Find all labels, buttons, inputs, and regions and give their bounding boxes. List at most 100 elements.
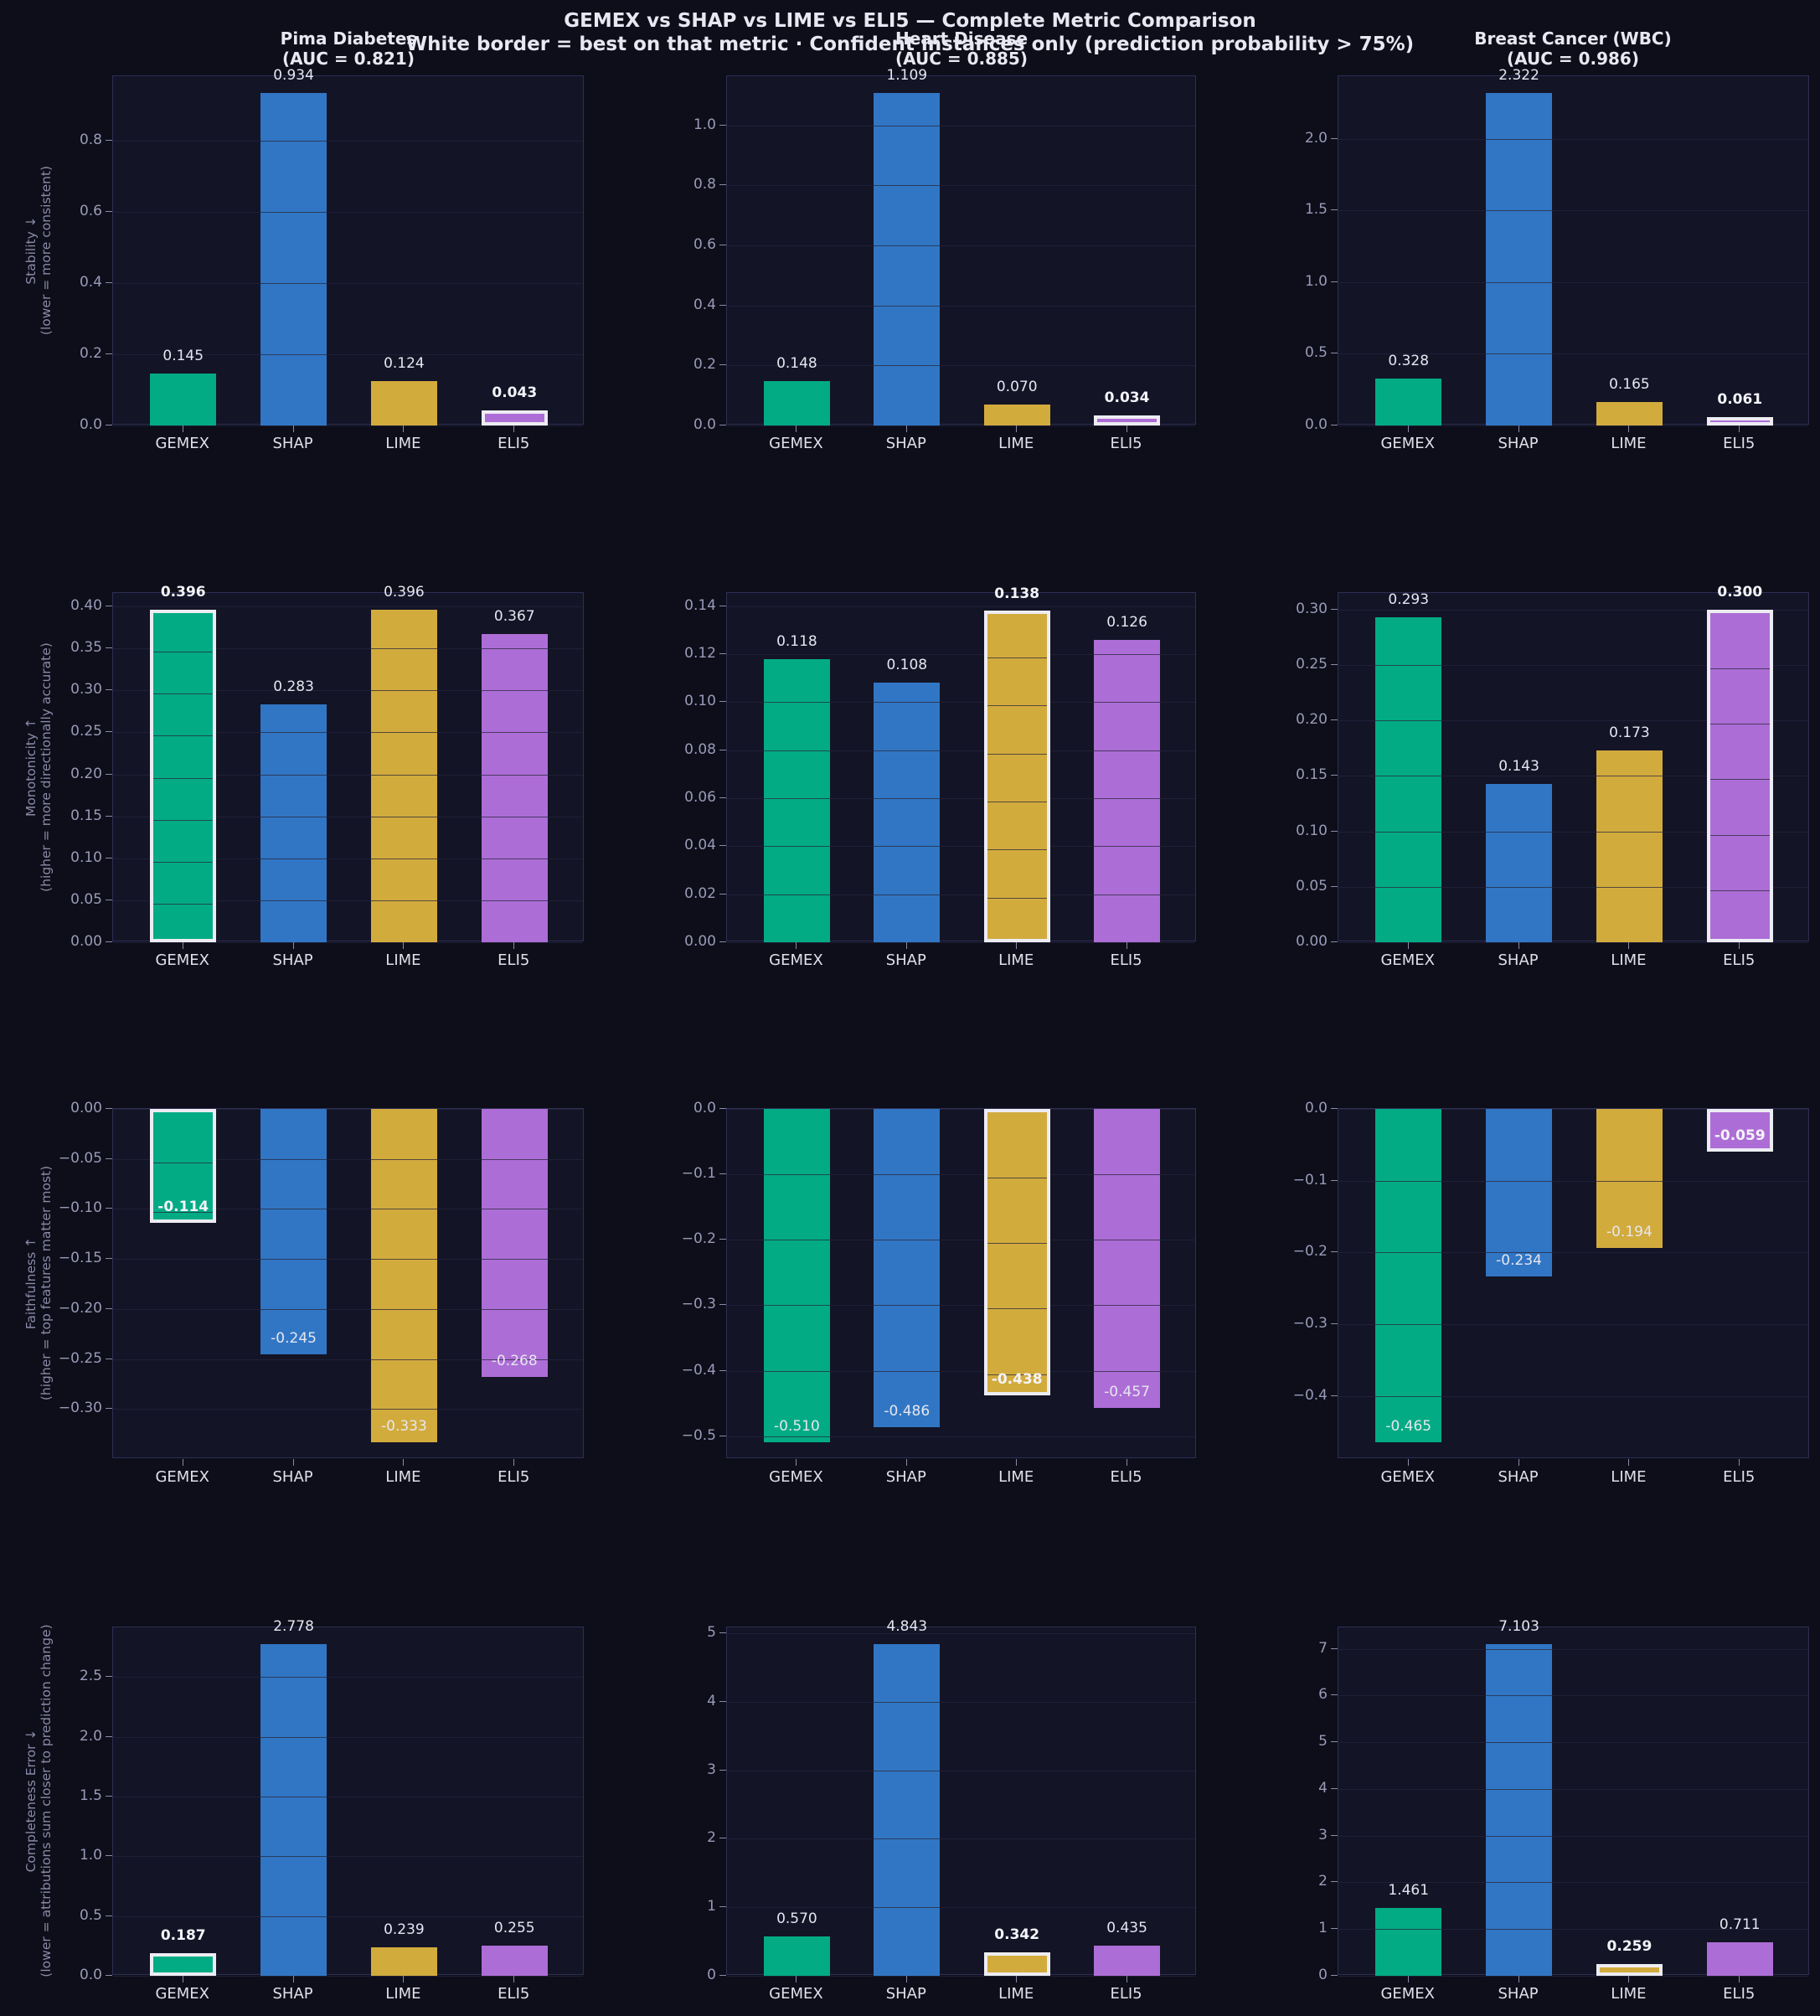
bar-gridline xyxy=(764,798,830,800)
gridline xyxy=(1338,1323,1808,1325)
x-tick-mark xyxy=(513,942,515,949)
bar-gridline xyxy=(370,648,437,650)
y-tick-mark xyxy=(1331,1251,1338,1253)
bar-gridline xyxy=(1709,779,1770,781)
gridline xyxy=(727,425,1195,426)
y-tick-label: 0.15 xyxy=(1296,766,1328,784)
y-tick-mark xyxy=(1331,281,1338,282)
bar-gridline xyxy=(260,1158,327,1160)
y-tick-mark xyxy=(719,1769,726,1771)
bar-gridline xyxy=(260,1856,327,1858)
bar-gridline xyxy=(370,900,437,901)
bar-shap xyxy=(260,1643,327,1976)
bar-gemex xyxy=(764,1109,830,1443)
bar-gridline xyxy=(260,1736,327,1738)
chart-axes: 0.328 2.322 0.165 0.061 xyxy=(1338,68,1809,426)
bar-value-label: 0.165 xyxy=(1609,375,1650,393)
metric-note: (lower = more consistent) xyxy=(39,165,54,335)
gridline xyxy=(113,140,583,142)
x-tick-mark xyxy=(905,942,907,949)
x-tick-label: ELI5 xyxy=(1723,951,1756,969)
y-tick-mark xyxy=(1331,1694,1338,1696)
bar-eli5 xyxy=(481,634,548,942)
bar-value-label: 0.300 xyxy=(1717,583,1763,601)
y-tick-mark xyxy=(1331,1323,1338,1324)
bar-shap xyxy=(1486,92,1553,425)
y-tick-label: 5 xyxy=(1318,1733,1328,1750)
y-tick-mark xyxy=(106,1158,112,1159)
y-tick-label: 1.5 xyxy=(79,1787,102,1805)
gridline xyxy=(727,1907,1195,1909)
bar-gridline xyxy=(764,1436,830,1437)
bar-gridline xyxy=(1094,702,1160,704)
y-tick-mark xyxy=(719,797,726,799)
x-tick-label: SHAP xyxy=(1498,435,1539,452)
x-tick-mark xyxy=(1407,1976,1409,1982)
gridline xyxy=(113,1109,583,1110)
bar-gridline xyxy=(987,1308,1047,1310)
bar-gridline xyxy=(764,1174,830,1176)
gridline xyxy=(113,1359,583,1360)
x-tick-label: GEMEX xyxy=(155,1985,209,2003)
bar-gridline xyxy=(153,819,214,821)
bar-lime xyxy=(983,1952,1050,1976)
bar-value-label: 0.118 xyxy=(776,632,817,650)
bar-gridline xyxy=(874,750,941,751)
y-tick-mark xyxy=(1331,1787,1338,1789)
y-tick-label: −0.3 xyxy=(681,1296,716,1313)
y-tick-label: −0.30 xyxy=(58,1400,102,1417)
x-tick-label: LIME xyxy=(1611,1985,1647,2003)
gridline xyxy=(113,774,583,776)
y-tick-label: 0.8 xyxy=(693,176,716,193)
bar-gemex xyxy=(1375,1907,1442,1976)
bar-gridline xyxy=(874,245,941,247)
bar-eli5 xyxy=(1094,415,1160,425)
bar-value-label: 0.259 xyxy=(1606,1937,1652,1955)
y-tick-label: 0.0 xyxy=(1304,416,1328,433)
bar-eli5 xyxy=(1094,639,1160,942)
bar-gridline xyxy=(260,140,327,142)
metric-name: Monotonicity ↑ xyxy=(23,717,39,817)
gridline xyxy=(1338,1648,1808,1650)
bar-gridline xyxy=(1486,353,1553,355)
bar-value-label: 0.283 xyxy=(273,678,314,696)
gridline xyxy=(113,211,583,213)
y-tick-mark xyxy=(719,1632,726,1633)
bar-gemex xyxy=(1375,1109,1442,1443)
bar-gridline xyxy=(260,774,327,776)
y-tick-label: 2.5 xyxy=(79,1668,102,1685)
y-tick-label: −0.20 xyxy=(58,1299,102,1317)
bar-gemex xyxy=(764,1936,830,1976)
x-tick-label: ELI5 xyxy=(1723,1468,1756,1486)
bar-value-label: 0.396 xyxy=(160,584,206,601)
y-tick-label: 0.06 xyxy=(684,789,716,807)
y-tick-label: 0.00 xyxy=(684,933,716,950)
bar-value-label: -0.114 xyxy=(157,1199,209,1216)
bar-gridline xyxy=(1375,1395,1442,1397)
x-tick-label: ELI5 xyxy=(498,435,530,452)
bar-value-label: 0.070 xyxy=(996,378,1038,395)
bar-gridline xyxy=(260,1915,327,1917)
y-tick-mark xyxy=(719,653,726,655)
bar-gridline xyxy=(987,1374,1047,1375)
y-tick-mark xyxy=(106,1676,112,1678)
column-auc-text: (AUC = 0.821) xyxy=(281,49,415,69)
gridline xyxy=(1338,1976,1808,1977)
bar-value-label: 0.126 xyxy=(1106,613,1147,631)
y-tick-label: 2.0 xyxy=(79,1727,102,1745)
y-tick-mark xyxy=(719,941,726,942)
bar-value-label: 1.109 xyxy=(886,66,928,84)
y-tick-label: −0.4 xyxy=(1292,1386,1328,1404)
gridline xyxy=(113,1677,583,1678)
x-tick-mark xyxy=(1739,942,1740,949)
bar-gridline xyxy=(987,753,1047,755)
y-tick-mark xyxy=(1331,664,1338,666)
x-tick-label: ELI5 xyxy=(1110,1468,1142,1486)
y-tick-label: −0.1 xyxy=(1292,1171,1328,1188)
y-tick-label: 2 xyxy=(707,1829,716,1847)
y-axis-title: Stability ↓ (lower = more consistent) xyxy=(23,41,54,460)
gridline xyxy=(727,702,1195,704)
y-tick-label: 2.0 xyxy=(1304,129,1328,147)
bar-gridline xyxy=(1596,886,1663,888)
bar-gridline xyxy=(1486,1788,1553,1790)
